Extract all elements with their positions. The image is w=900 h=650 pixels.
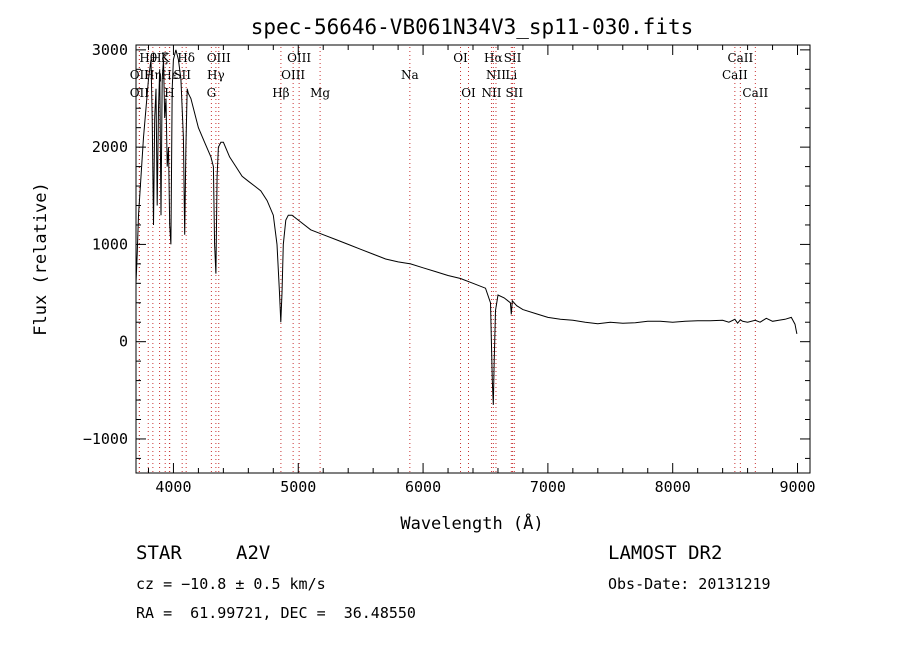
line-marker-label: H xyxy=(164,86,174,100)
y-tick-label: 1000 xyxy=(92,235,128,253)
y-tick-label: 0 xyxy=(119,333,128,351)
spectrum-chart: spec-56646-VB061N34V3_sp11-030.fits OII O… xyxy=(31,15,816,534)
y-tick-label: 2000 xyxy=(92,138,128,156)
line-marker-label: Na xyxy=(401,68,419,82)
line-marker-label: Hζ xyxy=(151,51,168,65)
line-marker-label: Hδ xyxy=(177,51,195,65)
line-marker-label: NII xyxy=(486,68,506,82)
line-marker-label: CaII xyxy=(727,51,753,65)
object-subclass: A2V xyxy=(236,542,271,564)
object-class: STAR xyxy=(136,542,182,564)
line-marker-label: CaII xyxy=(742,86,768,100)
line-marker-label: CaII xyxy=(722,68,748,82)
plot-frame xyxy=(135,44,811,474)
chart-title: spec-56646-VB061N34V3_sp11-030.fits xyxy=(251,15,694,39)
line-marker-label: Li xyxy=(505,68,517,82)
line-marker-label: OI xyxy=(453,51,468,65)
y-axis-label: Flux (relative) xyxy=(31,182,51,336)
line-marker-label: SII xyxy=(505,86,523,100)
line-marker-label: OII xyxy=(130,68,150,82)
x-tick-label: 4000 xyxy=(155,478,191,496)
line-marker-label: OI xyxy=(461,86,476,100)
line-marker-label: G xyxy=(207,86,217,100)
line-marker-label: SII xyxy=(173,68,191,82)
line-marker-label: Hθ xyxy=(139,51,157,65)
line-marker-label: Mg xyxy=(310,86,330,100)
line-marker-label: OIII xyxy=(281,68,305,82)
x-tick-label: 8000 xyxy=(655,478,691,496)
y-tick-label: −1000 xyxy=(83,430,128,448)
coordinates: RA = 61.99721, DEC = 36.48550 xyxy=(136,604,416,622)
line-marker-label: Hα xyxy=(484,51,503,65)
x-axis-label: Wavelength (Å) xyxy=(400,512,543,534)
line-marker-label: OIII xyxy=(287,51,311,65)
obs-date: Obs-Date: 20131219 xyxy=(608,575,771,593)
x-tick-label: 6000 xyxy=(405,478,441,496)
line-marker-label: SII xyxy=(504,51,522,65)
axis-ticks: 4000 5000 6000 7000 8000 9000 −1000 0 1000 2000 30… xyxy=(83,41,816,496)
line-marker-label: OIII xyxy=(207,51,231,65)
x-tick-label: 7000 xyxy=(530,478,566,496)
line-marker-label: NII xyxy=(481,86,501,100)
line-marker-label: OII xyxy=(130,86,150,100)
x-tick-label: 9000 xyxy=(779,478,815,496)
spectrum-line xyxy=(135,49,798,405)
x-tick-label: 5000 xyxy=(280,478,316,496)
line-marker-label: Hβ xyxy=(272,86,289,100)
line-marker-label: K xyxy=(161,51,171,65)
y-tick-label: 3000 xyxy=(92,41,128,59)
line-marker-label: Hγ xyxy=(207,68,225,82)
survey-name: LAMOST DR2 xyxy=(608,542,723,564)
redshift-info: cz = −10.8 ± 0.5 km/s xyxy=(136,575,326,593)
